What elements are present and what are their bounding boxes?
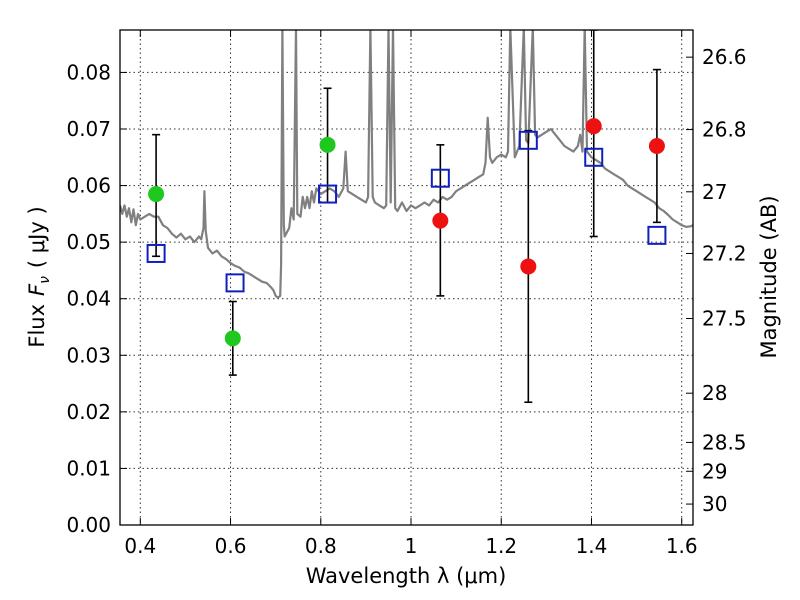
y2-tick-label: 27 — [702, 180, 727, 204]
y-axis-label-unit: ( μJy ) — [25, 206, 49, 268]
y2-tick-label: 26.8 — [702, 118, 747, 142]
model-photometry-point — [318, 184, 338, 204]
y2-tick-label: 29 — [702, 459, 727, 483]
y-tick-label: 0.08 — [66, 60, 111, 84]
x-tick-label: 0.4 — [124, 534, 156, 558]
x-tick-label: 0.6 — [215, 534, 247, 558]
y-axis-label-sub: ν — [37, 276, 53, 284]
x-tick-label: 1.6 — [666, 534, 698, 558]
x-tick-label: 0.8 — [305, 534, 337, 558]
model-photometry-point — [518, 130, 538, 150]
observed-green-point — [148, 186, 165, 203]
y-axis-label-prefix: Flux — [25, 304, 49, 348]
data-markers — [146, 30, 667, 404]
y2-tick-label: 28 — [702, 381, 727, 405]
observed-red-point — [520, 258, 537, 275]
y2-tick-label: 26.6 — [702, 45, 747, 69]
model-photometry-point — [225, 273, 245, 293]
observed-red-point — [585, 118, 602, 135]
axis-ticks: 0.4 0.6 0.8 1 1.2 1.4 1.6 0.00 0.01 0.02 0.03 0.04 0… — [66, 30, 747, 558]
model-photometry-point — [647, 225, 667, 245]
plot-frame — [119, 29, 694, 526]
model-photometry-point — [146, 243, 166, 263]
y-axis-label-var: F — [25, 283, 49, 296]
observed-red-point — [648, 137, 665, 154]
x-tick-label: 1.4 — [576, 534, 608, 558]
y2-tick-label: 28.5 — [702, 430, 747, 454]
y2-axis-label: Magnitude (AB) — [757, 195, 781, 358]
model-spectrum — [120, 30, 693, 299]
observed-red-point — [432, 212, 449, 229]
model-photometry-point — [430, 168, 450, 188]
y2-tick-label: 27.5 — [702, 307, 747, 331]
model-photometry-point — [584, 147, 604, 167]
y-axis-label: Flux Fν ( μJy ) — [25, 206, 53, 347]
spectrum-line — [120, 30, 693, 299]
y-tick-label: 0.05 — [66, 230, 111, 254]
y2-tick-label: 30 — [702, 492, 727, 516]
x-axis-label: Wavelength λ (μm) — [306, 564, 507, 588]
plot-background — [120, 30, 693, 525]
observed-green-point — [319, 136, 336, 153]
y-tick-label: 0.00 — [66, 513, 111, 537]
y-tick-label: 0.01 — [66, 456, 111, 480]
y-tick-label: 0.03 — [66, 343, 111, 367]
y-tick-label: 0.02 — [66, 400, 111, 424]
y-tick-label: 0.06 — [66, 174, 111, 198]
y2-tick-label: 27.2 — [702, 241, 747, 265]
y-tick-label: 0.07 — [66, 117, 111, 141]
x-tick-label: 1 — [405, 534, 418, 558]
observed-green-point — [224, 330, 241, 347]
x-tick-label: 1.2 — [485, 534, 517, 558]
y-tick-label: 0.04 — [66, 287, 111, 311]
